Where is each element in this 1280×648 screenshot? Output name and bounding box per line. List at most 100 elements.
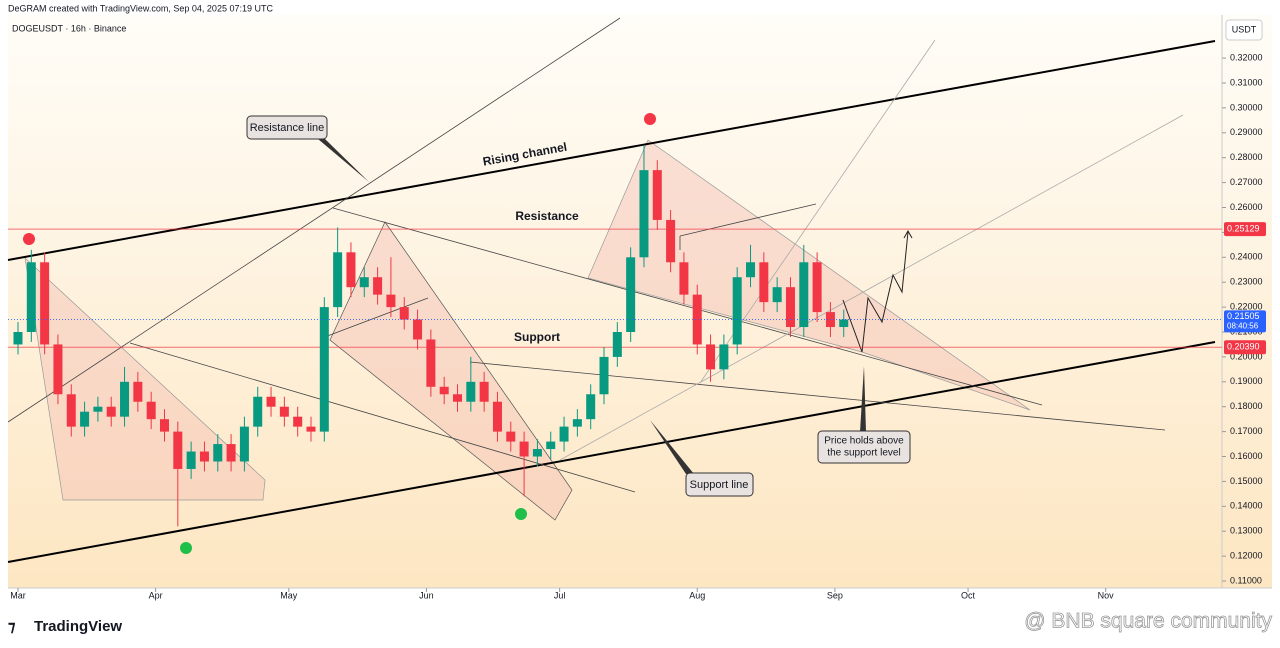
candle-body bbox=[652, 170, 662, 220]
channel-top bbox=[7, 40, 1216, 261]
candle-body bbox=[239, 426, 249, 462]
candle-body bbox=[146, 401, 156, 420]
candle-body bbox=[666, 219, 676, 263]
x-tick-label: Apr bbox=[149, 590, 163, 600]
y-tick-label: 0.31000 bbox=[1230, 77, 1263, 87]
x-tick-label: Sep bbox=[827, 590, 843, 600]
callout-box bbox=[246, 115, 328, 140]
candle-body bbox=[173, 431, 183, 469]
candle-body bbox=[812, 262, 822, 313]
candle-body bbox=[586, 394, 596, 420]
y-tick-label: 0.29000 bbox=[1230, 127, 1263, 137]
currency: USDT bbox=[1232, 24, 1257, 34]
callout-pointer bbox=[860, 366, 866, 432]
candle-body bbox=[426, 339, 436, 387]
candle-body bbox=[466, 381, 476, 402]
candle-body bbox=[93, 406, 103, 412]
x-tick-label: Oct bbox=[961, 590, 976, 600]
y-tick-label: 0.11000 bbox=[1230, 575, 1262, 585]
x-tick-label: Jun bbox=[419, 590, 434, 600]
candle-body bbox=[413, 319, 423, 340]
y-tick-label: 0.23000 bbox=[1230, 277, 1263, 287]
candle-body bbox=[559, 426, 569, 442]
logo-mark: ⁊ bbox=[8, 618, 16, 635]
annotation: the support level bbox=[827, 448, 900, 459]
price-level-label: 0.20390 bbox=[1227, 342, 1260, 352]
x-tick-label: May bbox=[280, 590, 298, 600]
candle-body bbox=[599, 356, 609, 395]
x-tick-label: Jul bbox=[554, 590, 566, 600]
candle-body bbox=[732, 277, 742, 345]
y-tick-label: 0.12000 bbox=[1230, 551, 1263, 561]
candle-body bbox=[373, 277, 383, 295]
y-tick-label: 0.17000 bbox=[1230, 426, 1263, 436]
candle-body bbox=[279, 406, 289, 417]
plot-area bbox=[8, 15, 1222, 588]
triangle bbox=[587, 139, 1031, 411]
y-tick-label: 0.13000 bbox=[1230, 526, 1263, 536]
arrow-head bbox=[903, 229, 913, 239]
candle-body bbox=[253, 396, 263, 427]
candle-body bbox=[785, 287, 795, 328]
candle-body bbox=[572, 419, 582, 427]
trend-line bbox=[129, 342, 636, 493]
candle-body bbox=[492, 401, 502, 432]
candle-body bbox=[26, 262, 36, 333]
top-marker bbox=[644, 113, 656, 125]
candle-body bbox=[719, 344, 729, 370]
candle-body bbox=[80, 411, 90, 427]
y-tick-label: 0.24000 bbox=[1230, 252, 1263, 262]
callout-box bbox=[685, 472, 754, 497]
trend-line bbox=[7, 17, 621, 423]
candle-body bbox=[639, 170, 649, 258]
top-marker bbox=[23, 233, 35, 245]
y-tick-label: 0.22000 bbox=[1230, 301, 1263, 311]
y-tick-label: 0.28000 bbox=[1230, 152, 1263, 162]
candle-body bbox=[40, 262, 50, 345]
trend-line bbox=[332, 207, 1043, 406]
candle-body bbox=[266, 396, 276, 407]
countdown: 08:40:56 bbox=[1227, 322, 1259, 331]
y-tick-label: 0.27000 bbox=[1230, 177, 1263, 187]
candle-body bbox=[692, 294, 702, 345]
candle-body bbox=[453, 394, 463, 402]
currency-box bbox=[1225, 19, 1263, 41]
candle-body bbox=[399, 307, 409, 320]
candle-body bbox=[333, 252, 343, 308]
candle-body bbox=[386, 294, 396, 308]
annotation: Support line bbox=[690, 479, 749, 491]
candle-body bbox=[226, 444, 236, 462]
price-level-tag bbox=[1224, 340, 1266, 355]
bottom-marker bbox=[180, 542, 192, 554]
logo: TradingView bbox=[34, 618, 122, 635]
callout-box bbox=[817, 430, 911, 464]
price-axis bbox=[1222, 15, 1272, 588]
callout-pointer bbox=[318, 139, 369, 182]
candle-body bbox=[120, 381, 130, 417]
candle-body bbox=[359, 277, 369, 288]
last-price: 0.21505 bbox=[1227, 311, 1260, 321]
x-tick-label: Mar bbox=[10, 590, 26, 600]
candle-body bbox=[53, 344, 63, 395]
candle-body bbox=[106, 406, 116, 417]
y-tick-label: 0.30000 bbox=[1230, 102, 1263, 112]
credit: DeGRAM created with TradingView.com, Sep… bbox=[8, 3, 273, 13]
symbol: DOGEUSDT · 16h · Binance bbox=[12, 23, 126, 33]
candle-body bbox=[13, 332, 23, 345]
candle-body bbox=[293, 416, 303, 427]
candle-body bbox=[532, 449, 542, 457]
y-tick-label: 0.15000 bbox=[1230, 476, 1263, 486]
candle-body bbox=[612, 332, 622, 357]
annotation: Price holds above bbox=[824, 436, 904, 447]
candle-body bbox=[213, 444, 223, 462]
candle-body bbox=[346, 252, 356, 288]
y-tick-label: 0.26000 bbox=[1230, 202, 1263, 212]
triangle bbox=[24, 257, 266, 501]
x-tick-label: Nov bbox=[1098, 590, 1115, 600]
annotation: Resistance line bbox=[250, 122, 325, 134]
candle-body bbox=[706, 344, 716, 370]
annotation: Support bbox=[514, 330, 560, 344]
y-tick-label: 0.16000 bbox=[1230, 451, 1263, 461]
y-tick-label: 0.19000 bbox=[1230, 376, 1263, 386]
